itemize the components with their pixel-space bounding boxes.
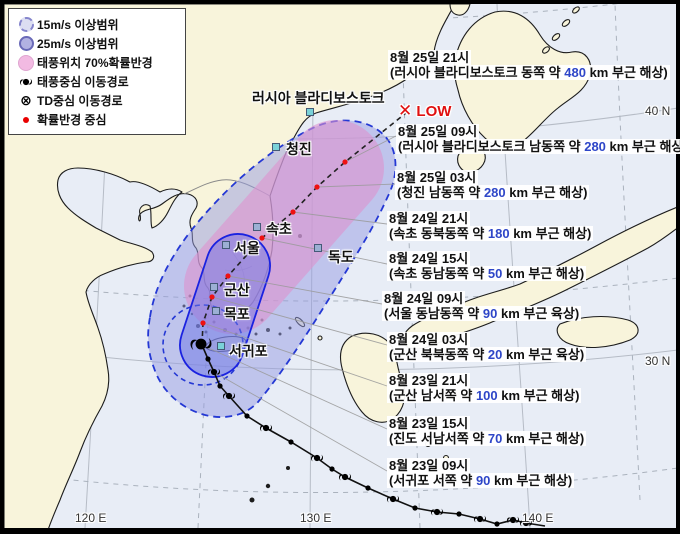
forecast-entry: 8월 24일 15시 (속초 동남동쪽 약 50 km 부근 해상) xyxy=(387,251,587,281)
legend-item: ⊗ TD중심 이동경로 xyxy=(15,91,181,110)
city-label-seoul: 서울 xyxy=(234,240,260,256)
td-center-icon: ⊗ xyxy=(20,92,32,108)
legend: 15m/s 이상범위 25m/s 이상범위 태풍위치 70%확률반경 태풍중심 … xyxy=(8,8,186,135)
city-label-gunsan: 군산 xyxy=(224,282,250,298)
forecast-entry: 8월 23일 09시 (서귀포 서쪽 약 90 km 부근 해상) xyxy=(387,458,575,488)
legend-label: TD중심 이동경로 xyxy=(37,94,123,108)
shikoku xyxy=(556,316,639,349)
past-track-markers xyxy=(205,356,532,527)
city-label-seogwipo: 서귀포 xyxy=(229,343,268,359)
typhoon-icon xyxy=(15,74,37,90)
low-x-icon: ✕ xyxy=(398,101,413,120)
mokpo-marker xyxy=(212,307,220,315)
city-label-sokcho: 속초 xyxy=(266,221,292,237)
legend-label: 태풍중심 이동경로 xyxy=(37,75,129,89)
legend-item: 15m/s 이상범위 xyxy=(15,15,181,34)
grid-label-140e: 140 E xyxy=(522,511,554,525)
chongjin-marker xyxy=(272,143,280,151)
legend-item: 태풍중심 이동경로 xyxy=(15,72,181,91)
grid-label-130e: 130 E xyxy=(300,511,332,525)
sakhalin xyxy=(449,4,471,16)
prob-center-icon xyxy=(23,116,29,123)
prob-center-dots xyxy=(200,159,348,326)
forecast-entry: 8월 24일 21시 (속초 동북동쪽 약 180 km 부근 해상) xyxy=(387,211,594,241)
vladivostok-marker xyxy=(306,108,314,116)
prob70-icon xyxy=(18,54,34,71)
forecast-entry: 8월 25일 03시 (청진 남동쪽 약 280 km 부근 해상) xyxy=(395,170,590,200)
dokdo-marker xyxy=(314,244,322,252)
legend-item: 확률반경 중심 xyxy=(15,110,181,129)
legend-item: 25m/s 이상범위 xyxy=(15,34,181,53)
forecast-entry: 8월 24일 03시 (군산 북북동쪽 약 20 km 부근 육상) xyxy=(387,332,587,362)
legend-label: 15m/s 이상범위 xyxy=(37,18,119,32)
forecast-entry: 8월 25일 09시 (러시아 블라디보스토크 남동쪽 약 280 km 부근 … xyxy=(396,124,680,154)
range25-icon xyxy=(18,36,34,51)
legend-label: 25m/s 이상범위 xyxy=(37,37,119,51)
grid-label-120e: 120 E xyxy=(75,511,107,525)
legend-label: 태풍위치 70%확률반경 xyxy=(37,56,153,70)
city-markers xyxy=(210,108,322,350)
seoul-marker xyxy=(222,241,230,249)
forecast-entry: 8월 25일 21시 (러시아 블라디보스토크 동쪽 약 480 km 부근 해… xyxy=(388,50,670,80)
sokcho-marker xyxy=(253,223,261,231)
forecast-entry: 8월 23일 21시 (군산 남서쪽 약 100 km 부근 해상) xyxy=(387,373,582,403)
city-label-vladivostok: 러시아 블라디보스토크 xyxy=(252,90,385,106)
legend-label: 확률반경 중심 xyxy=(37,113,107,127)
grid-label-30n: 30 N xyxy=(645,354,671,368)
forecast-entry: 8월 23일 15시 (진도 서남서쪽 약 70 km 부근 해상) xyxy=(387,416,587,446)
city-label-chongjin: 청진 xyxy=(286,141,312,157)
grid-label-40n: 40 N xyxy=(645,104,671,118)
forecast-entry: 8월 24일 09시 (서울 동남동쪽 약 90 km 부근 육상) xyxy=(382,291,582,321)
city-label-mokpo: 목포 xyxy=(224,306,250,322)
seogwipo-marker xyxy=(217,342,225,350)
low-pressure-marker: ✕ LOW xyxy=(398,101,452,120)
gunsan-marker xyxy=(210,283,218,291)
legend-item: 태풍위치 70%확률반경 xyxy=(15,53,181,72)
city-label-dokdo: 독도 xyxy=(328,249,354,265)
leader-lines xyxy=(201,135,397,472)
range15-icon xyxy=(18,17,34,32)
